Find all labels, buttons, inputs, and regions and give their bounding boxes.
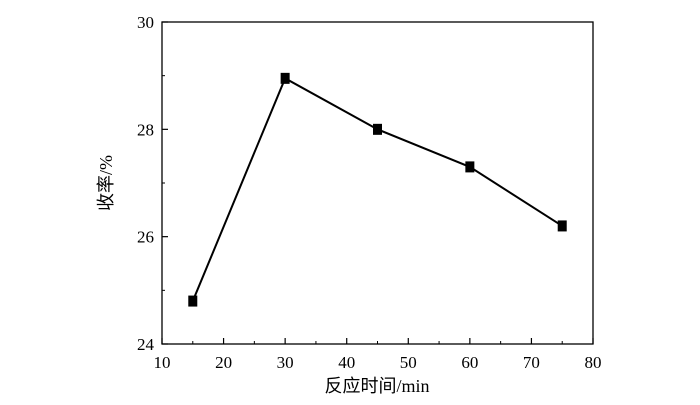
x-tick-label: 30	[277, 353, 294, 372]
x-tick-label: 40	[338, 353, 355, 372]
x-tick-label: 10	[154, 353, 171, 372]
x-tick-label: 80	[585, 353, 602, 372]
x-axis-ticks: 10 20 30 40 50 60 70 80	[154, 338, 602, 372]
x-axis-label: 反应时间/min	[324, 376, 429, 396]
y-tick-label: 26	[137, 228, 154, 247]
data-point-marker	[373, 123, 382, 135]
y-tick-label: 24	[137, 335, 155, 354]
x-tick-label: 70	[523, 353, 540, 372]
x-tick-label: 60	[461, 353, 478, 372]
y-tick-label: 28	[137, 120, 154, 139]
y-axis-label: 收率/%	[96, 155, 116, 211]
series-line	[191, 76, 563, 302]
data-point-marker	[280, 72, 290, 84]
plot-frame	[161, 21, 594, 345]
x-tick-label: 50	[400, 353, 417, 372]
data-point-marker	[188, 295, 198, 307]
series-layer	[188, 72, 567, 307]
y-axis-ticks: 24 26 28 30	[137, 13, 168, 354]
x-tick-label: 20	[215, 353, 232, 372]
y-tick-label: 30	[137, 13, 154, 32]
data-point-marker	[465, 161, 475, 173]
data-point-marker	[557, 220, 567, 232]
